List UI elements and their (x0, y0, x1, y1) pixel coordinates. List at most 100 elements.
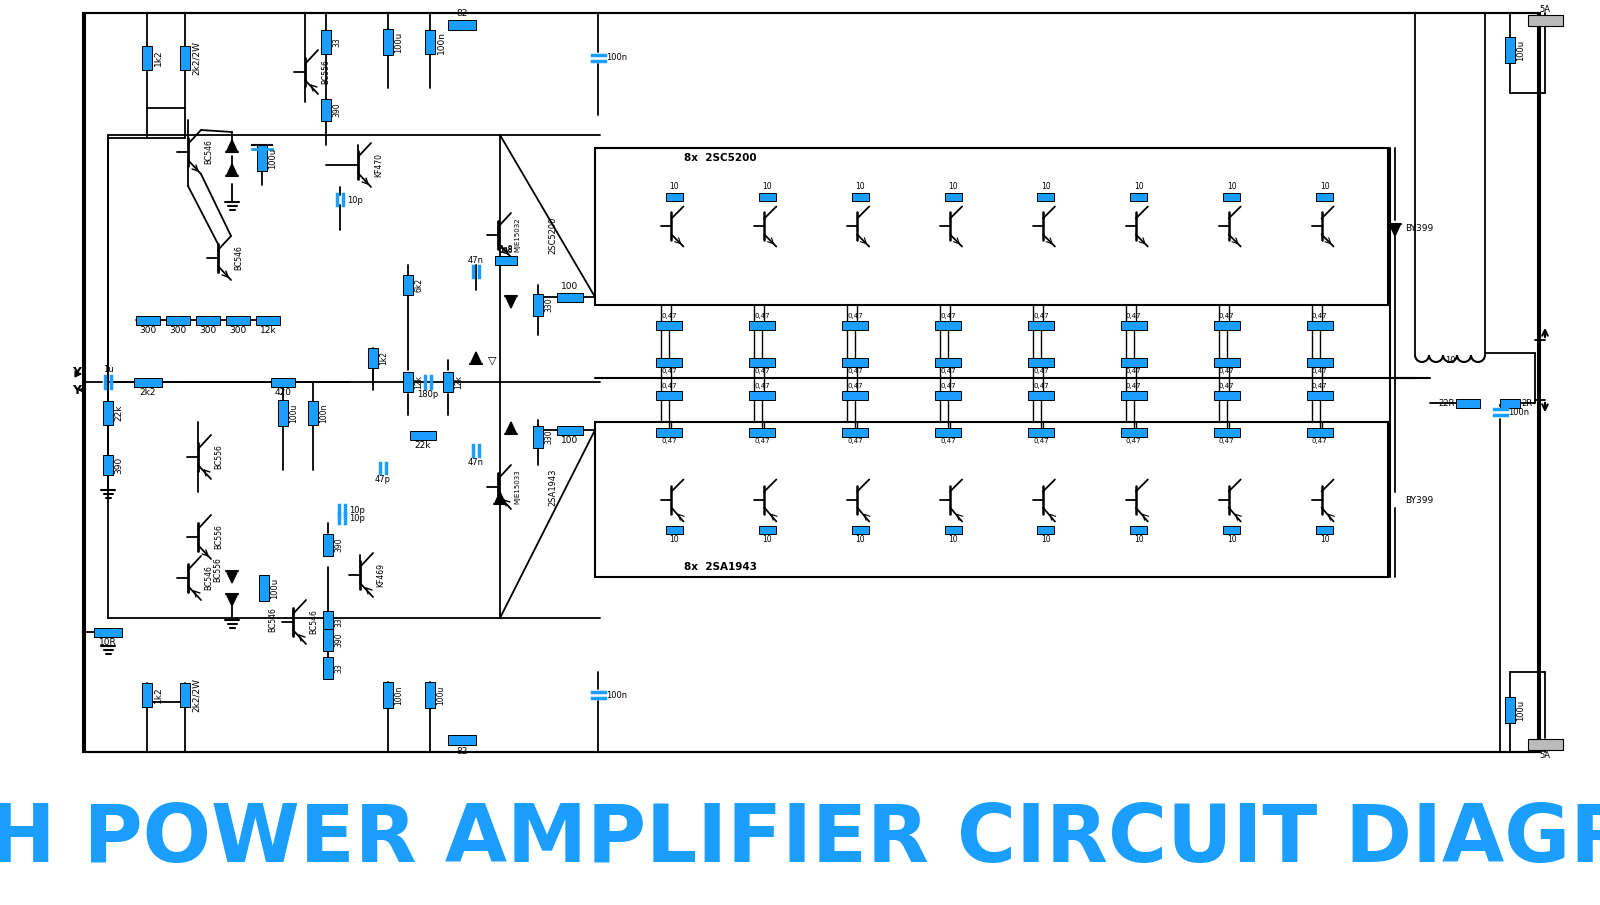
Bar (256, 316, 280, 325)
Text: 0,47: 0,47 (1312, 438, 1328, 444)
Bar (403, 372, 413, 392)
Text: ▽: ▽ (488, 355, 496, 365)
Text: 100: 100 (562, 436, 579, 445)
Bar (323, 611, 333, 633)
Text: 0,47: 0,47 (1219, 368, 1235, 374)
Text: 0,47: 0,47 (662, 438, 677, 444)
Text: 10: 10 (856, 535, 866, 544)
Bar (1506, 37, 1515, 63)
Text: KF469: KF469 (376, 563, 386, 587)
Text: 10: 10 (763, 535, 773, 544)
Text: 0,47: 0,47 (1219, 438, 1235, 444)
Text: 100u: 100u (437, 685, 445, 705)
Text: BY399: BY399 (1405, 224, 1434, 233)
Text: 300: 300 (139, 326, 157, 335)
Text: 10R: 10R (99, 638, 117, 647)
Text: 390: 390 (115, 456, 123, 473)
Bar (410, 431, 435, 440)
Text: 0,47: 0,47 (662, 313, 677, 319)
Bar (1130, 526, 1147, 534)
Text: 10p: 10p (347, 195, 363, 205)
Text: 100u: 100u (290, 404, 299, 423)
Text: 10: 10 (949, 182, 958, 191)
Text: 0,47: 0,47 (755, 368, 770, 374)
Text: 10: 10 (1227, 182, 1237, 191)
Bar (934, 427, 962, 436)
Text: BC546: BC546 (234, 245, 243, 271)
Text: 33: 33 (334, 663, 344, 673)
Text: 0,47: 0,47 (848, 368, 862, 374)
Bar (323, 534, 333, 556)
Text: 8x  2SC5200: 8x 2SC5200 (683, 153, 757, 163)
Text: 0,47: 0,47 (1312, 368, 1328, 374)
Text: BC556: BC556 (213, 557, 222, 583)
Text: 0,47: 0,47 (1126, 383, 1142, 389)
Text: 0,47: 0,47 (941, 368, 955, 374)
Bar (851, 526, 869, 534)
Polygon shape (227, 164, 237, 176)
Text: 10: 10 (949, 535, 958, 544)
Bar (842, 320, 869, 329)
Bar (1307, 390, 1333, 399)
Bar (426, 30, 435, 54)
Text: 100n: 100n (606, 691, 627, 700)
Bar (595, 422, 1389, 577)
Bar (494, 255, 517, 264)
Text: 10: 10 (1445, 356, 1456, 365)
Text: 1u: 1u (102, 365, 114, 374)
Bar (934, 320, 962, 329)
Bar (382, 29, 394, 55)
Text: 0,47: 0,47 (1034, 383, 1048, 389)
Text: 330: 330 (544, 430, 554, 444)
Bar (842, 390, 869, 399)
Bar (1222, 193, 1240, 201)
Text: 0,47: 0,47 (1126, 368, 1142, 374)
Text: 100u: 100u (395, 32, 403, 52)
Bar (758, 193, 776, 201)
Bar (448, 735, 477, 745)
Bar (382, 682, 394, 708)
Bar (323, 657, 333, 679)
Text: 12k: 12k (414, 375, 424, 389)
Bar (533, 426, 542, 448)
Text: 10p: 10p (349, 513, 365, 522)
Bar (758, 526, 776, 534)
Text: BC546: BC546 (205, 566, 213, 590)
Bar (136, 316, 160, 325)
Text: 0,47: 0,47 (1034, 313, 1048, 319)
Text: 100n: 100n (395, 685, 403, 705)
Text: 0,47: 0,47 (1219, 383, 1235, 389)
Bar (557, 292, 582, 301)
Bar (83, 13, 1539, 752)
Text: 2k2/2W: 2k2/2W (192, 678, 200, 712)
Bar (270, 377, 294, 386)
Text: 82: 82 (456, 9, 467, 18)
Bar (258, 145, 267, 171)
Bar (1317, 526, 1333, 534)
Text: 5A: 5A (1539, 751, 1550, 760)
Text: 0,47: 0,47 (941, 438, 955, 444)
Text: 100n: 100n (1509, 407, 1530, 416)
Bar (595, 148, 1389, 305)
Bar (842, 427, 869, 436)
Bar (166, 316, 190, 325)
Bar (557, 425, 582, 434)
Text: 10: 10 (670, 535, 680, 544)
Text: 10: 10 (670, 182, 680, 191)
Bar (368, 348, 378, 368)
Bar (195, 316, 221, 325)
Text: 420: 420 (275, 388, 291, 397)
Text: 100n: 100n (606, 53, 627, 62)
Bar (1456, 398, 1480, 407)
Text: 10: 10 (1320, 182, 1330, 191)
Text: 0,47: 0,47 (941, 383, 955, 389)
Text: 0,47: 0,47 (848, 313, 862, 319)
Text: 300: 300 (200, 326, 216, 335)
Bar (749, 427, 776, 436)
Bar (1501, 398, 1520, 407)
Text: Y: Y (72, 366, 82, 378)
Text: 2k2: 2k2 (139, 388, 157, 397)
Bar (1130, 193, 1147, 201)
Bar (934, 357, 962, 367)
Text: 22k: 22k (115, 405, 123, 421)
